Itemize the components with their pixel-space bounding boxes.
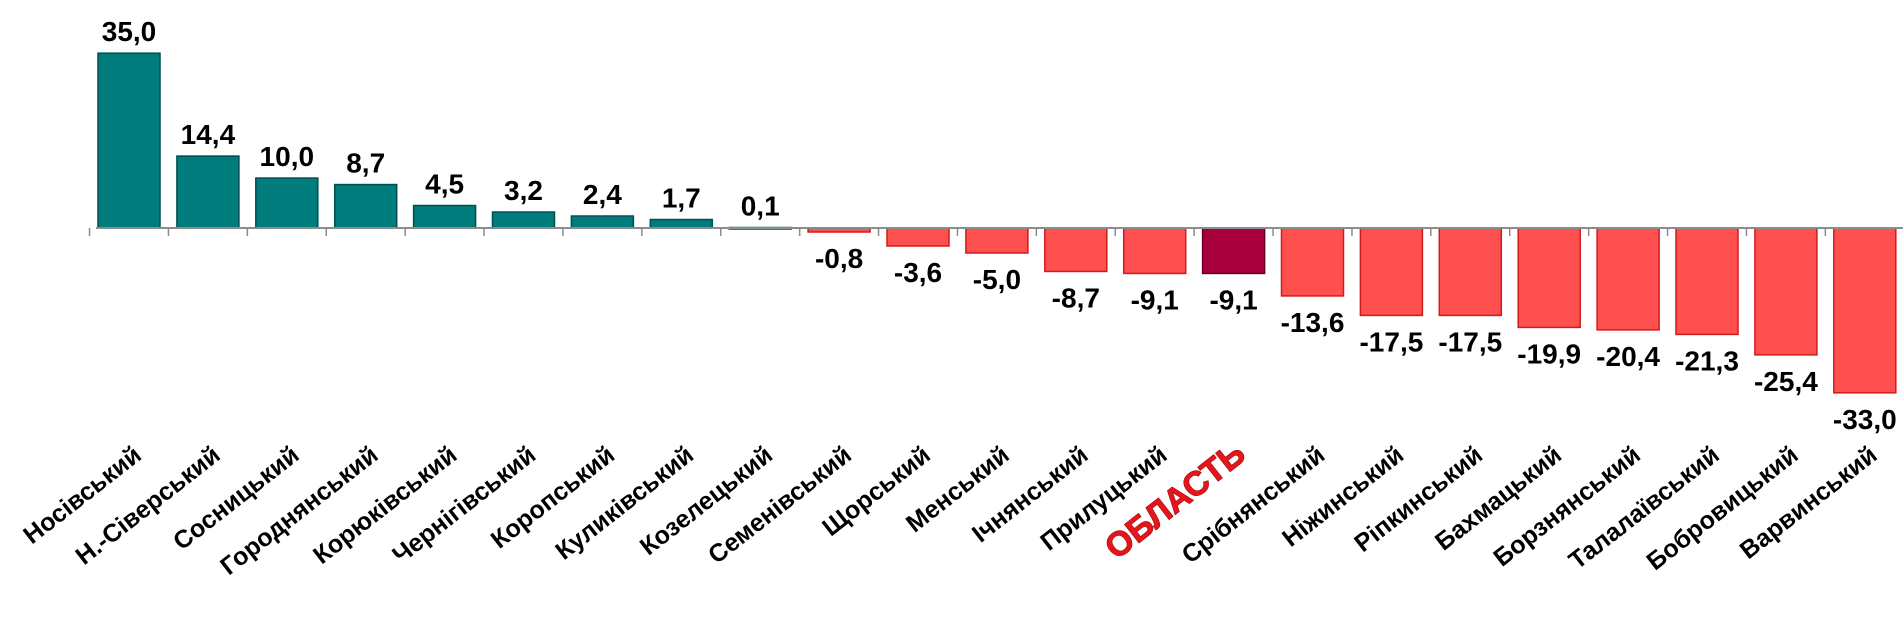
- bar-8: [649, 218, 714, 229]
- value-labels-group: 35,0 14,4 10,0 8,7 4,5 3,2 2,4 1,7 0,1 -0,8 -3,6 -5…: [102, 16, 1897, 435]
- bar-7: [570, 215, 635, 229]
- bar-16: [1280, 227, 1345, 297]
- category-label: Куликівський: [550, 441, 699, 566]
- value-label: 4,5: [425, 169, 464, 200]
- bar-1: [97, 52, 161, 229]
- bar-15: [1201, 227, 1266, 275]
- value-label: -5,0: [973, 264, 1021, 295]
- bar-20: [1596, 227, 1660, 331]
- bar-11: [886, 227, 950, 247]
- bar-14: [1122, 227, 1187, 275]
- x-axis: [88, 227, 1903, 236]
- value-label: 14,4: [181, 119, 236, 150]
- category-label: Семенівський: [703, 441, 857, 570]
- value-label: 1,7: [662, 183, 701, 214]
- bar-4: [333, 183, 398, 229]
- bar-3: [255, 177, 319, 229]
- value-label: -19,9: [1517, 338, 1581, 369]
- value-label: -8,7: [1052, 282, 1100, 313]
- value-label: -21,3: [1675, 345, 1739, 376]
- value-label: 2,4: [583, 179, 622, 210]
- value-label: -9,1: [1209, 284, 1257, 315]
- value-label: -25,4: [1754, 366, 1818, 397]
- category-label: Чернігівський: [387, 441, 541, 570]
- bar-18: [1438, 227, 1503, 317]
- value-label: -0,8: [815, 243, 863, 274]
- value-label: -3,6: [894, 257, 942, 288]
- bar-22: [1754, 227, 1818, 356]
- value-label: -20,4: [1596, 341, 1660, 372]
- bar-21: [1675, 227, 1739, 336]
- value-label: -13,6: [1281, 307, 1345, 338]
- bars-group: [97, 52, 1897, 394]
- value-label: -33,0: [1833, 404, 1897, 435]
- value-label: 10,0: [260, 141, 315, 172]
- bar-13: [1044, 227, 1108, 273]
- category-label: Варвинський: [1735, 441, 1883, 565]
- bar-23: [1833, 227, 1897, 394]
- value-label: 3,2: [504, 175, 543, 206]
- value-label: 0,1: [741, 191, 780, 222]
- value-label: -9,1: [1131, 284, 1179, 315]
- value-label: 8,7: [346, 148, 385, 179]
- bar-5: [412, 204, 477, 229]
- category-label: Козелецький: [635, 441, 778, 561]
- category-labels-group: НосівськийН.-СіверськийСосницькийГородня…: [18, 434, 1883, 581]
- bar-12: [965, 227, 1029, 254]
- category-label: Корюківський: [308, 441, 462, 570]
- value-label: -17,5: [1438, 326, 1502, 357]
- bar-19: [1517, 227, 1581, 329]
- value-label: 35,0: [102, 16, 157, 47]
- bar-6: [491, 211, 556, 229]
- bar-17: [1359, 227, 1424, 317]
- category-label: Н.-Сіверський: [70, 441, 225, 571]
- bar-2: [176, 155, 240, 229]
- value-label: -17,5: [1359, 326, 1423, 357]
